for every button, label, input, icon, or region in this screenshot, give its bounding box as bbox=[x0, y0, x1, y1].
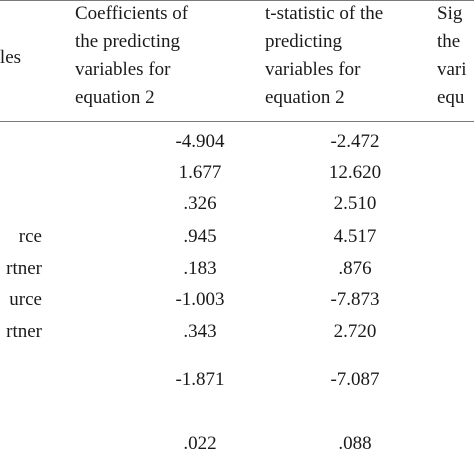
significance-header-text: vari bbox=[437, 59, 467, 80]
coefficients-header-text: equation 2 bbox=[75, 87, 155, 108]
tstat-cell: 2.720 bbox=[333, 321, 377, 342]
coefficients-column-header: Coefficients of the predicting variables… bbox=[75, 0, 240, 112]
significance-column-header: Sig the vari equ bbox=[437, 0, 474, 112]
significance-header-line-1: Sig bbox=[437, 0, 474, 28]
tstatistic-header-text: equation 2 bbox=[265, 87, 345, 108]
tstatistic-header-line-1: t-statistic of the bbox=[265, 0, 413, 28]
significance-header-line-3: vari bbox=[437, 56, 474, 84]
significance-header-text: Sig bbox=[437, 3, 463, 24]
variable-cell: rtner bbox=[6, 258, 42, 279]
tstat-cell: 4.517 bbox=[333, 226, 377, 247]
coefficient-cell: -4.904 bbox=[175, 131, 225, 152]
header-bottom-rule bbox=[0, 121, 474, 122]
variable-cell: rce bbox=[18, 226, 42, 247]
coefficients-header-line-2: the predicting bbox=[75, 28, 240, 56]
tstatistic-header-line-4: equation 2 bbox=[265, 84, 413, 112]
tstat-cell: -2.472 bbox=[330, 131, 380, 152]
tstat-cell: .088 bbox=[338, 433, 372, 454]
tstat-cell: .876 bbox=[338, 258, 372, 279]
coefficient-cell: .183 bbox=[183, 258, 217, 279]
table-row: urce -1.003 -7.873 bbox=[0, 286, 474, 314]
coefficient-cell: .945 bbox=[183, 226, 217, 247]
coefficients-header-line-4: equation 2 bbox=[75, 84, 240, 112]
tstat-cell: 12.620 bbox=[328, 162, 382, 183]
table-row: rtner .183 .876 bbox=[0, 255, 474, 283]
coefficients-header-line-1: Coefficients of bbox=[75, 0, 240, 28]
significance-header-line-4: equ bbox=[437, 84, 474, 112]
variables-header-text: ables bbox=[0, 47, 22, 68]
coefficient-cell: 1.677 bbox=[178, 162, 222, 183]
tstat-cell: -7.087 bbox=[330, 369, 380, 390]
tstat-cell: -7.873 bbox=[330, 289, 380, 310]
table-row: -1.871 -7.087 bbox=[0, 366, 474, 394]
significance-header-line-2: the bbox=[437, 28, 474, 56]
variable-cell: urce bbox=[9, 289, 42, 310]
tstatistic-header-text: predicting bbox=[265, 31, 343, 52]
coefficient-cell: -1.871 bbox=[175, 369, 225, 390]
tstat-cell: 2.510 bbox=[333, 193, 377, 214]
tstatistic-column-header: t-statistic of the predicting variables … bbox=[265, 0, 413, 112]
coefficients-header-line-3: variables for bbox=[75, 56, 240, 84]
table-row: .326 2.510 bbox=[0, 190, 474, 218]
table-row: .022 .088 bbox=[0, 430, 474, 458]
table-top-rule bbox=[0, 0, 474, 1]
coefficient-cell: -1.003 bbox=[175, 289, 225, 310]
table-row: rtner .343 2.720 bbox=[0, 318, 474, 346]
table-row: -4.904 -2.472 bbox=[0, 128, 474, 156]
coefficients-header-text: variables for bbox=[75, 59, 171, 80]
tstatistic-header-line-3: variables for bbox=[265, 56, 413, 84]
coefficient-cell: .022 bbox=[183, 433, 217, 454]
coefficient-cell: .326 bbox=[183, 193, 217, 214]
table-row: rce .945 4.517 bbox=[0, 223, 474, 251]
table-row: 1.677 12.620 bbox=[0, 159, 474, 187]
coefficients-header-text: Coefficients of bbox=[75, 3, 189, 24]
tstatistic-header-line-2: predicting bbox=[265, 28, 413, 56]
variable-cell: rtner bbox=[6, 321, 42, 342]
coefficient-cell: .343 bbox=[183, 321, 217, 342]
significance-header-text: equ bbox=[437, 87, 465, 108]
significance-header-text: the bbox=[437, 31, 461, 52]
tstatistic-header-text: t-statistic of the bbox=[265, 3, 384, 24]
tstatistic-header-text: variables for bbox=[265, 59, 361, 80]
variables-column-header: ables bbox=[0, 44, 21, 72]
coefficients-header-text: the predicting bbox=[75, 31, 180, 52]
